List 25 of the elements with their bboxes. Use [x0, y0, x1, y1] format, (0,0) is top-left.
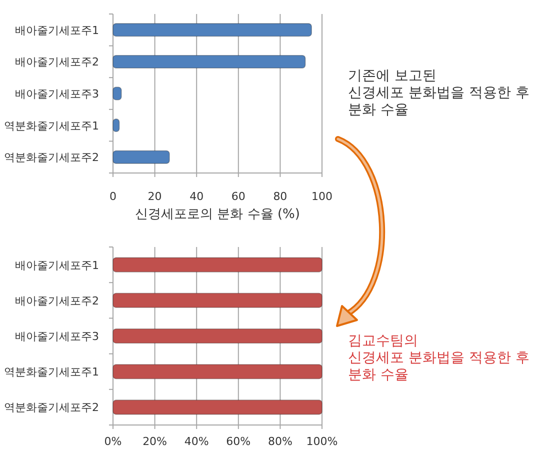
x-axis-title: 신경세포로의 분화 수율 (%)	[135, 207, 300, 222]
x-tick-label: 100	[312, 190, 332, 203]
y-tick-label: 배아줄기세포주1	[15, 24, 99, 37]
x-tick-label: 60%	[226, 435, 251, 448]
y-tick-label: 배아줄기세포주3	[15, 88, 99, 100]
y-tick-label: 배아줄기세포주1	[15, 258, 99, 272]
x-tick-label: 20	[148, 190, 162, 203]
y-tick-label: 역분화줄기세포주2	[4, 401, 99, 414]
y-tick-label: 역분화줄기세포주1	[4, 366, 99, 379]
x-tick-label: 40	[190, 190, 204, 203]
y-tick-label: 역분화줄기세포주2	[4, 151, 99, 164]
y-tick-label: 배아줄기세포주2	[15, 294, 99, 308]
x-tick-label: 100%	[306, 435, 338, 448]
text: 기존에 보고된 신경세포 분화법을 적용한 후 분화 수율	[348, 68, 530, 118]
y-tick-label: 배아줄기세포주3	[15, 330, 99, 343]
y-tick-label: 배아줄기세포주2	[15, 56, 99, 69]
x-tick-label: 80%	[268, 435, 292, 448]
x-tick-label: 60	[231, 190, 246, 203]
x-tick-label: 80	[273, 190, 288, 203]
x-tick-label: 0%	[104, 435, 122, 448]
x-tick-label: 0	[110, 190, 116, 203]
x-tick-label: 40%	[184, 435, 209, 448]
y-tick-label: 역분화줄기세포주1	[4, 119, 99, 132]
x-tick-label: 20%	[142, 435, 168, 448]
text: 김교수팀의 신경세포 분화법을 적용한 후 분화 수율	[348, 333, 530, 383]
